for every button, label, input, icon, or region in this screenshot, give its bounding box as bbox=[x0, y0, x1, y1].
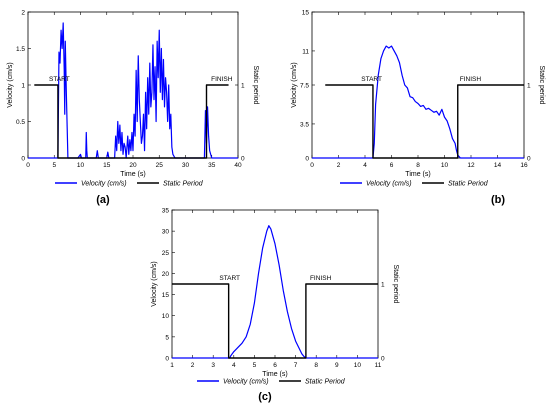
x-axis-label: Time (s) bbox=[405, 171, 430, 178]
static-period-line bbox=[34, 84, 229, 159]
x-tick-label: 30 bbox=[182, 162, 190, 169]
x-tick-label: 35 bbox=[208, 162, 216, 169]
y-tick-label: 30 bbox=[162, 229, 170, 236]
velocity-line bbox=[172, 225, 378, 359]
x-tick-label: 5 bbox=[52, 162, 56, 169]
y-tick-label: 11 bbox=[302, 48, 309, 55]
y-tick-label: 20 bbox=[162, 271, 170, 278]
panel-label: (a) bbox=[96, 194, 110, 206]
x-tick-label: 8 bbox=[416, 162, 420, 169]
y-tick-label: 25 bbox=[162, 250, 170, 257]
x-tick-label: 15 bbox=[103, 162, 111, 169]
y-tick-label: 1.5 bbox=[16, 46, 25, 53]
panel-label: (b) bbox=[491, 194, 505, 206]
y-tick-label: 15 bbox=[302, 10, 310, 17]
x-tick-label: 1 bbox=[170, 362, 174, 369]
start-annotation: START bbox=[361, 76, 382, 83]
legend-label-static: Static Period bbox=[305, 379, 346, 386]
start-annotation: START bbox=[219, 275, 240, 282]
y-right-tick-label: 1 bbox=[241, 83, 245, 90]
panel-label: (c) bbox=[258, 391, 272, 403]
x-tick-label: 16 bbox=[520, 162, 528, 169]
y-axis-label: Velocity (cm/s) bbox=[7, 62, 14, 108]
x-tick-label: 10 bbox=[354, 362, 362, 369]
legend-label-velocity: Velocity (cm/s) bbox=[223, 379, 269, 386]
x-tick-label: 20 bbox=[129, 162, 137, 169]
y-right-axis-label: Static period bbox=[252, 66, 259, 105]
y-tick-label: 2 bbox=[21, 10, 25, 17]
y-tick-label: 35 bbox=[162, 208, 170, 215]
x-tick-label: 12 bbox=[467, 162, 475, 169]
y-tick-label: 1 bbox=[21, 83, 25, 90]
velocity-line bbox=[28, 22, 238, 159]
y-right-tick-label: 1 bbox=[527, 83, 531, 90]
y-tick-label: 3.5 bbox=[300, 121, 309, 128]
x-tick-label: 10 bbox=[441, 162, 449, 169]
y-axis-label: Velocity (cm/s) bbox=[291, 62, 298, 108]
y-tick-label: 10 bbox=[162, 313, 170, 320]
x-axis-label: Time (s) bbox=[120, 171, 145, 178]
x-tick-label: 5 bbox=[253, 362, 257, 369]
static-period-line bbox=[172, 283, 378, 359]
x-tick-label: 25 bbox=[156, 162, 164, 169]
finish-annotation: FINISH bbox=[310, 275, 332, 282]
x-tick-label: 8 bbox=[314, 362, 318, 369]
x-tick-label: 6 bbox=[273, 362, 277, 369]
x-tick-label: 9 bbox=[335, 362, 339, 369]
y-right-tick-label: 0 bbox=[381, 356, 385, 363]
x-tick-label: 14 bbox=[494, 162, 502, 169]
y-axis-label: Velocity (cm/s) bbox=[151, 261, 158, 307]
x-tick-label: 2 bbox=[337, 162, 341, 169]
y-right-axis-label: Static period bbox=[538, 66, 545, 105]
x-tick-label: 4 bbox=[363, 162, 367, 169]
y-tick-label: 0 bbox=[305, 156, 309, 163]
x-tick-label: 6 bbox=[390, 162, 394, 169]
legend-label-static: Static Period bbox=[163, 181, 204, 188]
velocity-line bbox=[312, 45, 524, 159]
x-tick-label: 11 bbox=[375, 362, 382, 369]
x-tick-label: 0 bbox=[310, 162, 314, 169]
start-annotation: START bbox=[49, 76, 70, 83]
x-tick-label: 0 bbox=[26, 162, 30, 169]
finish-annotation: FINISH bbox=[460, 76, 482, 83]
y-tick-label: 0 bbox=[21, 156, 25, 163]
finish-annotation: FINISH bbox=[211, 76, 233, 83]
legend-label-static: Static Period bbox=[448, 181, 489, 188]
y-right-tick-label: 0 bbox=[527, 156, 531, 163]
y-tick-label: 0.5 bbox=[16, 119, 25, 126]
x-tick-label: 2 bbox=[191, 362, 195, 369]
y-right-tick-label: 0 bbox=[241, 156, 245, 163]
y-tick-label: 7.5 bbox=[300, 83, 309, 90]
legend-label-velocity: Velocity (cm/s) bbox=[81, 181, 127, 188]
y-tick-label: 0 bbox=[165, 356, 169, 363]
y-tick-label: 5 bbox=[165, 334, 169, 341]
x-tick-label: 3 bbox=[211, 362, 215, 369]
x-tick-label: 40 bbox=[234, 162, 242, 169]
static-period-line bbox=[325, 84, 524, 159]
x-tick-label: 7 bbox=[294, 362, 298, 369]
y-right-axis-label: Static period bbox=[392, 265, 399, 304]
y-right-tick-label: 1 bbox=[381, 282, 385, 289]
x-tick-label: 4 bbox=[232, 362, 236, 369]
x-axis-label: Time (s) bbox=[262, 371, 287, 378]
x-tick-label: 10 bbox=[77, 162, 85, 169]
legend-label-velocity: Velocity (cm/s) bbox=[366, 181, 412, 188]
y-tick-label: 15 bbox=[162, 292, 170, 299]
